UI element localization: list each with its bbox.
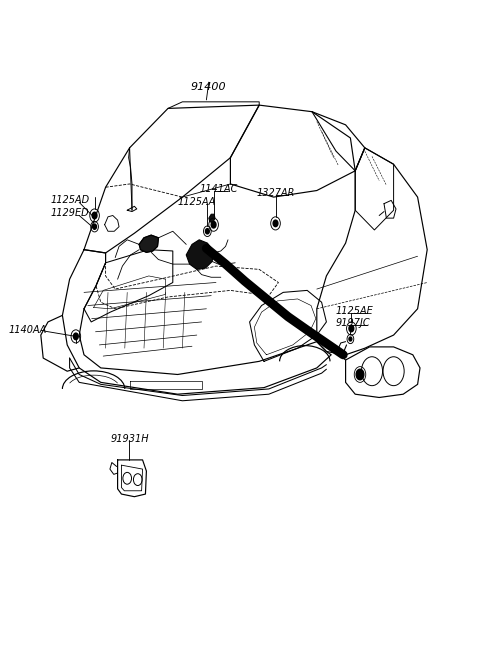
Circle shape [92,212,97,219]
Circle shape [205,229,209,234]
Polygon shape [139,235,158,252]
Circle shape [211,221,216,228]
Text: 91400: 91400 [191,81,227,92]
Text: 1140AA: 1140AA [9,325,47,335]
Circle shape [93,224,96,229]
Circle shape [273,220,278,227]
Text: 1125AD: 1125AD [50,194,90,205]
Text: 91931H: 91931H [110,434,149,444]
Text: 1141AC: 1141AC [199,183,238,194]
Circle shape [73,333,78,340]
Text: 1327AR: 1327AR [257,188,295,198]
Text: 1129ED: 1129ED [50,208,89,218]
Circle shape [356,369,364,380]
Circle shape [349,325,354,332]
Polygon shape [186,240,214,269]
Polygon shape [209,214,215,222]
Text: 1125AA: 1125AA [178,196,216,207]
Circle shape [349,337,352,341]
Polygon shape [346,347,420,397]
Text: 1125AE: 1125AE [336,306,374,316]
Text: 9197JC: 9197JC [336,317,371,328]
